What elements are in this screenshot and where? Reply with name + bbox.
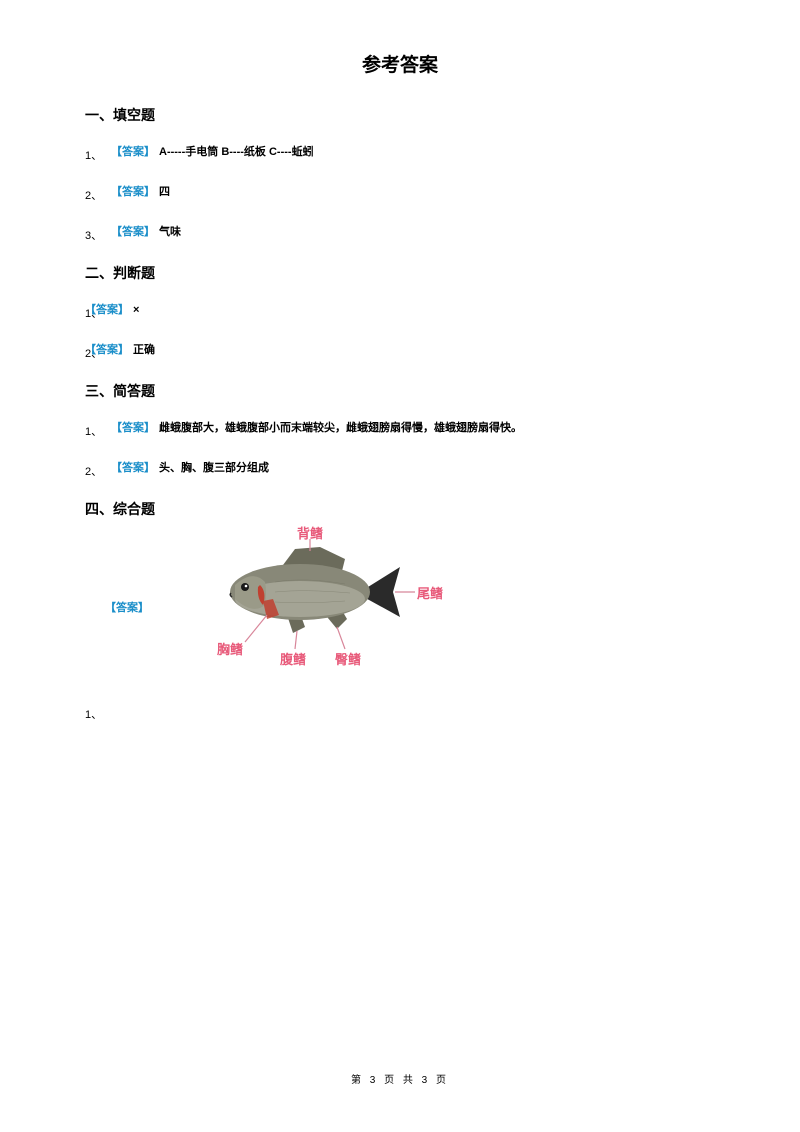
section-1-heading: 一、填空题 [85,105,715,125]
fin-label-anal: 臀鳍 [335,649,361,668]
fin-label-caudal: 尾鳍 [417,583,443,602]
answer-label: 【答案】 [105,599,149,615]
answer-text: 气味 [159,223,181,239]
answer-text: × [133,304,139,316]
answer-text: 头、胸、腹三部分组成 [159,459,269,475]
item-number: 1、 [85,423,102,439]
answer-item: 【答案】 四 2、 [85,183,715,199]
item-number: 2、 [85,187,102,203]
answer-label: 【答案】 [111,183,155,199]
fin-label-pectoral: 胸鳍 [217,639,243,658]
answer-item: 【答案】 正确 2、 [85,341,715,357]
answer-text: 四 [159,183,170,199]
answer-label: 【答案】 [111,459,155,475]
item-number: 1、 [85,706,102,722]
fin-label-pelvic: 腹鳍 [280,649,306,668]
fish-diagram: 背鳍 尾鳍 臀鳍 腹鳍 胸鳍 [185,537,445,667]
answer-item: 【答案】 雌蛾腹部大，雄蛾腹部小而末端较尖，雌蛾翅膀扇得慢，雄蛾翅膀扇得快。 1… [85,419,715,435]
answer-item: 【答案】 气味 3、 [85,223,715,239]
page-footer: 第 3 页 共 3 页 [0,1071,800,1086]
answer-item: 【答案】 × 1、 [85,301,715,317]
fin-label-dorsal: 背鳍 [297,523,323,542]
item-number: 1、 [85,305,102,321]
answer-item-comprehensive: 【答案】 1、 [85,537,715,697]
answer-item: 【答案】 头、胸、腹三部分组成 2、 [85,459,715,475]
item-number: 3、 [85,227,102,243]
answer-label: 【答案】 [111,419,155,435]
answer-label: 【答案】 [111,223,155,239]
answer-item: 【答案】 A-----手电筒 B----纸板 C----蚯蚓 1、 [85,143,715,159]
section-3-heading: 三、简答题 [85,381,715,401]
item-number: 2、 [85,345,102,361]
answer-text: A-----手电筒 B----纸板 C----蚯蚓 [159,143,314,159]
answer-text: 正确 [133,341,155,357]
section-4-heading: 四、综合题 [85,499,715,519]
page-title: 参考答案 [85,50,715,77]
item-number: 1、 [85,147,102,163]
item-number: 2、 [85,463,102,479]
answer-text: 雌蛾腹部大，雄蛾腹部小而末端较尖，雌蛾翅膀扇得慢，雄蛾翅膀扇得快。 [159,419,522,435]
answer-label: 【答案】 [111,143,155,159]
section-2-heading: 二、判断题 [85,263,715,283]
